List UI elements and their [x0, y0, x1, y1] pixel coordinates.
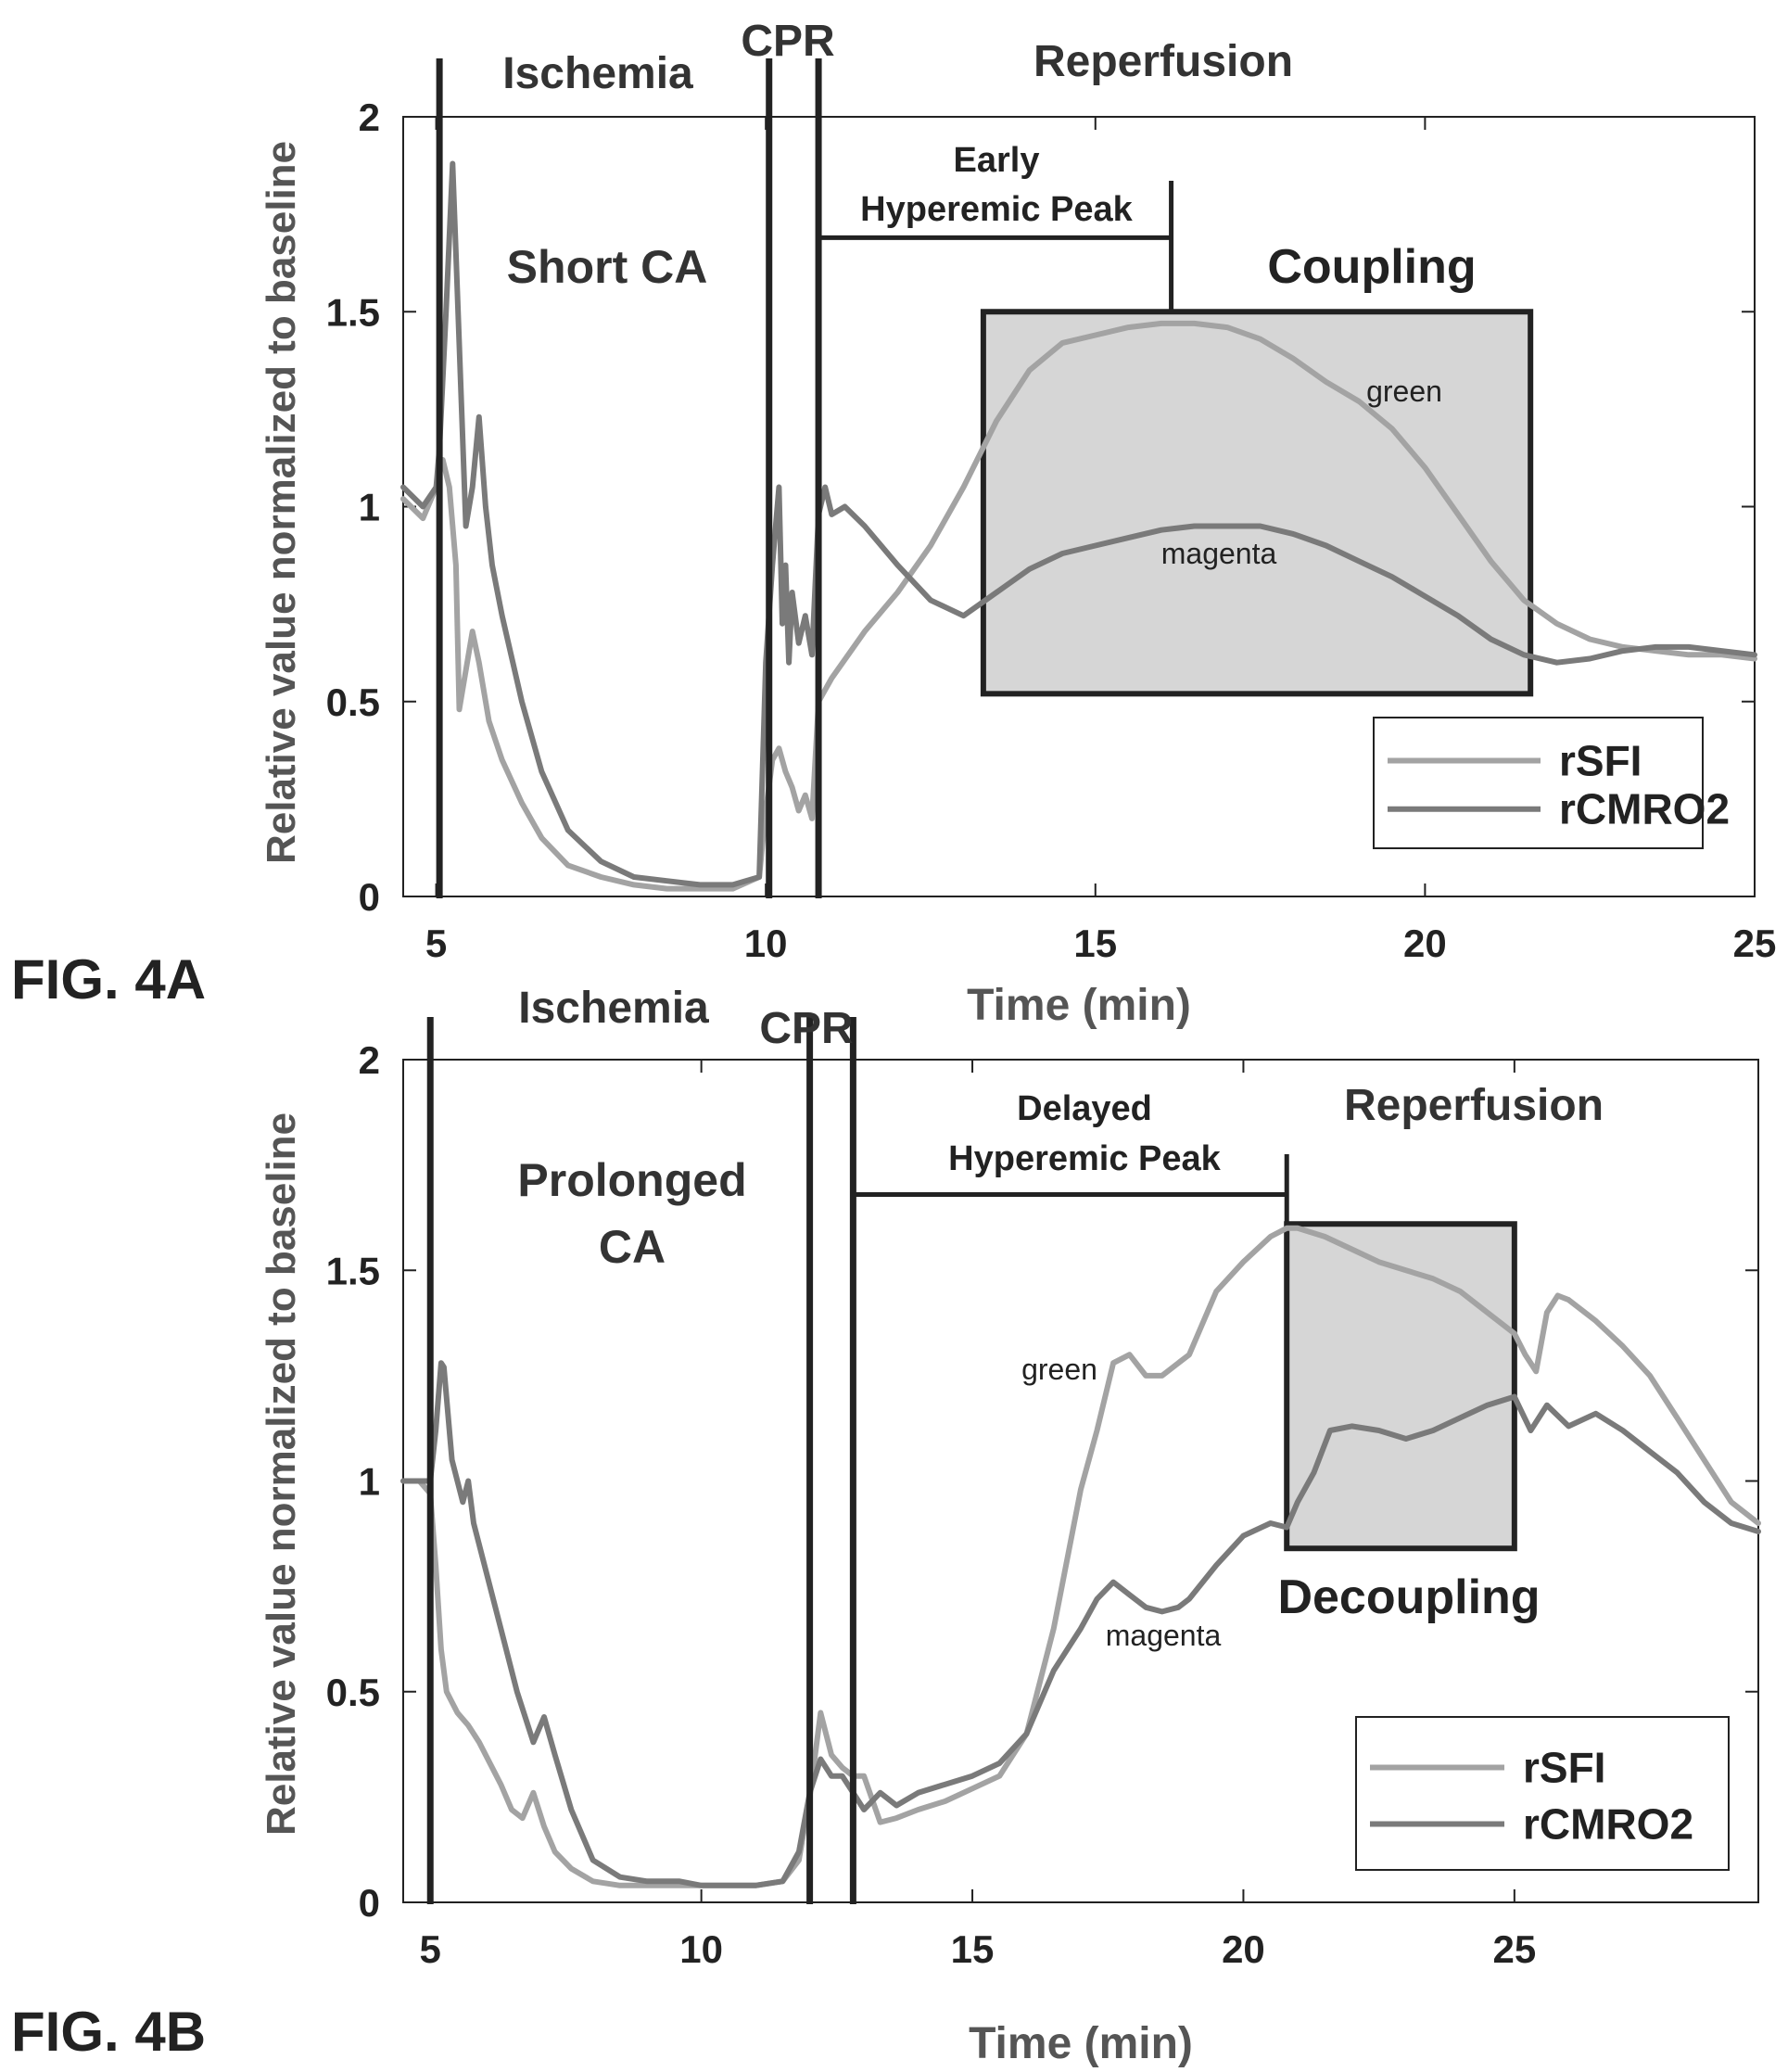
legend: rSFI rCMRO2: [1355, 1716, 1730, 1871]
legend-entry-rsfi: rSFI: [1523, 1743, 1605, 1791]
legend-entry-rsfi: rSFI: [1559, 737, 1642, 785]
y-tick-label: 0.5: [326, 680, 380, 724]
y-tick-label: 0.5: [326, 1671, 380, 1714]
curve-label-green: green: [1366, 375, 1442, 408]
y-tick-label: 2: [359, 1038, 380, 1082]
peak-label: Hyperemic Peak: [948, 1139, 1221, 1178]
phase-label-ischemia: Ischemia: [518, 984, 709, 1033]
phase-label-ischemia: Ischemia: [502, 49, 693, 98]
x-tick-label: 25: [1492, 1927, 1536, 1971]
y-tick-label: 1: [359, 1460, 380, 1504]
x-tick-label: 10: [679, 1927, 723, 1971]
box-label: Decoupling: [1277, 1570, 1540, 1624]
y-tick-label: 0: [359, 1881, 380, 1925]
box-label: Coupling: [1267, 240, 1476, 294]
legend-frame: [1373, 717, 1704, 849]
y-tick-label: 1: [359, 486, 380, 529]
x-tick-label: 15: [951, 1927, 995, 1971]
y-axis-label: Relative value normalized to baseline: [259, 141, 304, 864]
y-tick-label: 0: [359, 875, 380, 919]
shaded-box: [1284, 1221, 1517, 1552]
series-line-rsfi: [400, 1225, 1761, 1888]
x-tick-label: 20: [1222, 1927, 1265, 1971]
y-tick-label: 1.5: [326, 1249, 380, 1292]
x-tick-label: 10: [744, 922, 788, 965]
phase-label-reperfusion: Reperfusion: [1344, 1081, 1604, 1130]
peak-label: Early: [954, 141, 1040, 180]
condition-label: Prolonged: [517, 1154, 746, 1206]
phase-label-cpr: CPR: [759, 1004, 853, 1053]
legend-entry-rcmro2: rCMRO2: [1559, 785, 1730, 833]
curve-label-magenta: magenta: [1106, 1619, 1222, 1652]
figure-label-b: FIG. 4B: [11, 2001, 206, 2063]
peak-label: Hyperemic Peak: [860, 190, 1133, 229]
legend-entry-rcmro2: rCMRO2: [1523, 1800, 1693, 1849]
legend-frame: [1355, 1716, 1730, 1871]
x-tick-label: 25: [1733, 922, 1777, 965]
x-axis-label: Time (min): [969, 2019, 1193, 2068]
phase-label-reperfusion: Reperfusion: [1033, 37, 1293, 86]
shaded-box: [980, 309, 1534, 697]
curve-label-magenta: magenta: [1161, 537, 1277, 570]
peak-label: Delayed: [1017, 1089, 1152, 1128]
chart-a: 5 10 15 20 25 0 0.5 1 1.5 2 Time (min) Relative val…: [259, 17, 1776, 1030]
condition-label: Short CA: [507, 241, 708, 293]
condition-label: CA: [599, 1221, 666, 1273]
x-tick-label: 15: [1073, 922, 1117, 965]
chart-b: 5 10 15 20 25 0 0.5 1 1.5 2 Time (min) Relative val…: [259, 984, 1761, 2068]
curve-label-green: green: [1021, 1353, 1097, 1386]
x-axis-label: Time (min): [967, 981, 1191, 1030]
figure-label-a: FIG. 4A: [11, 948, 206, 1011]
y-tick-label: 1.5: [326, 290, 380, 334]
series-line-rsfi: [400, 320, 1757, 892]
phase-label-cpr: CPR: [741, 17, 834, 66]
y-axis-label: Relative value normalized to baseline: [259, 1112, 304, 1836]
series-line-rcmro2: [400, 1360, 1761, 1888]
series-line-rcmro2: [400, 160, 1757, 888]
x-tick-label: 5: [420, 1927, 441, 1971]
y-tick-label: 2: [359, 95, 380, 139]
x-tick-label: 5: [425, 922, 447, 965]
x-tick-label: 20: [1403, 922, 1447, 965]
